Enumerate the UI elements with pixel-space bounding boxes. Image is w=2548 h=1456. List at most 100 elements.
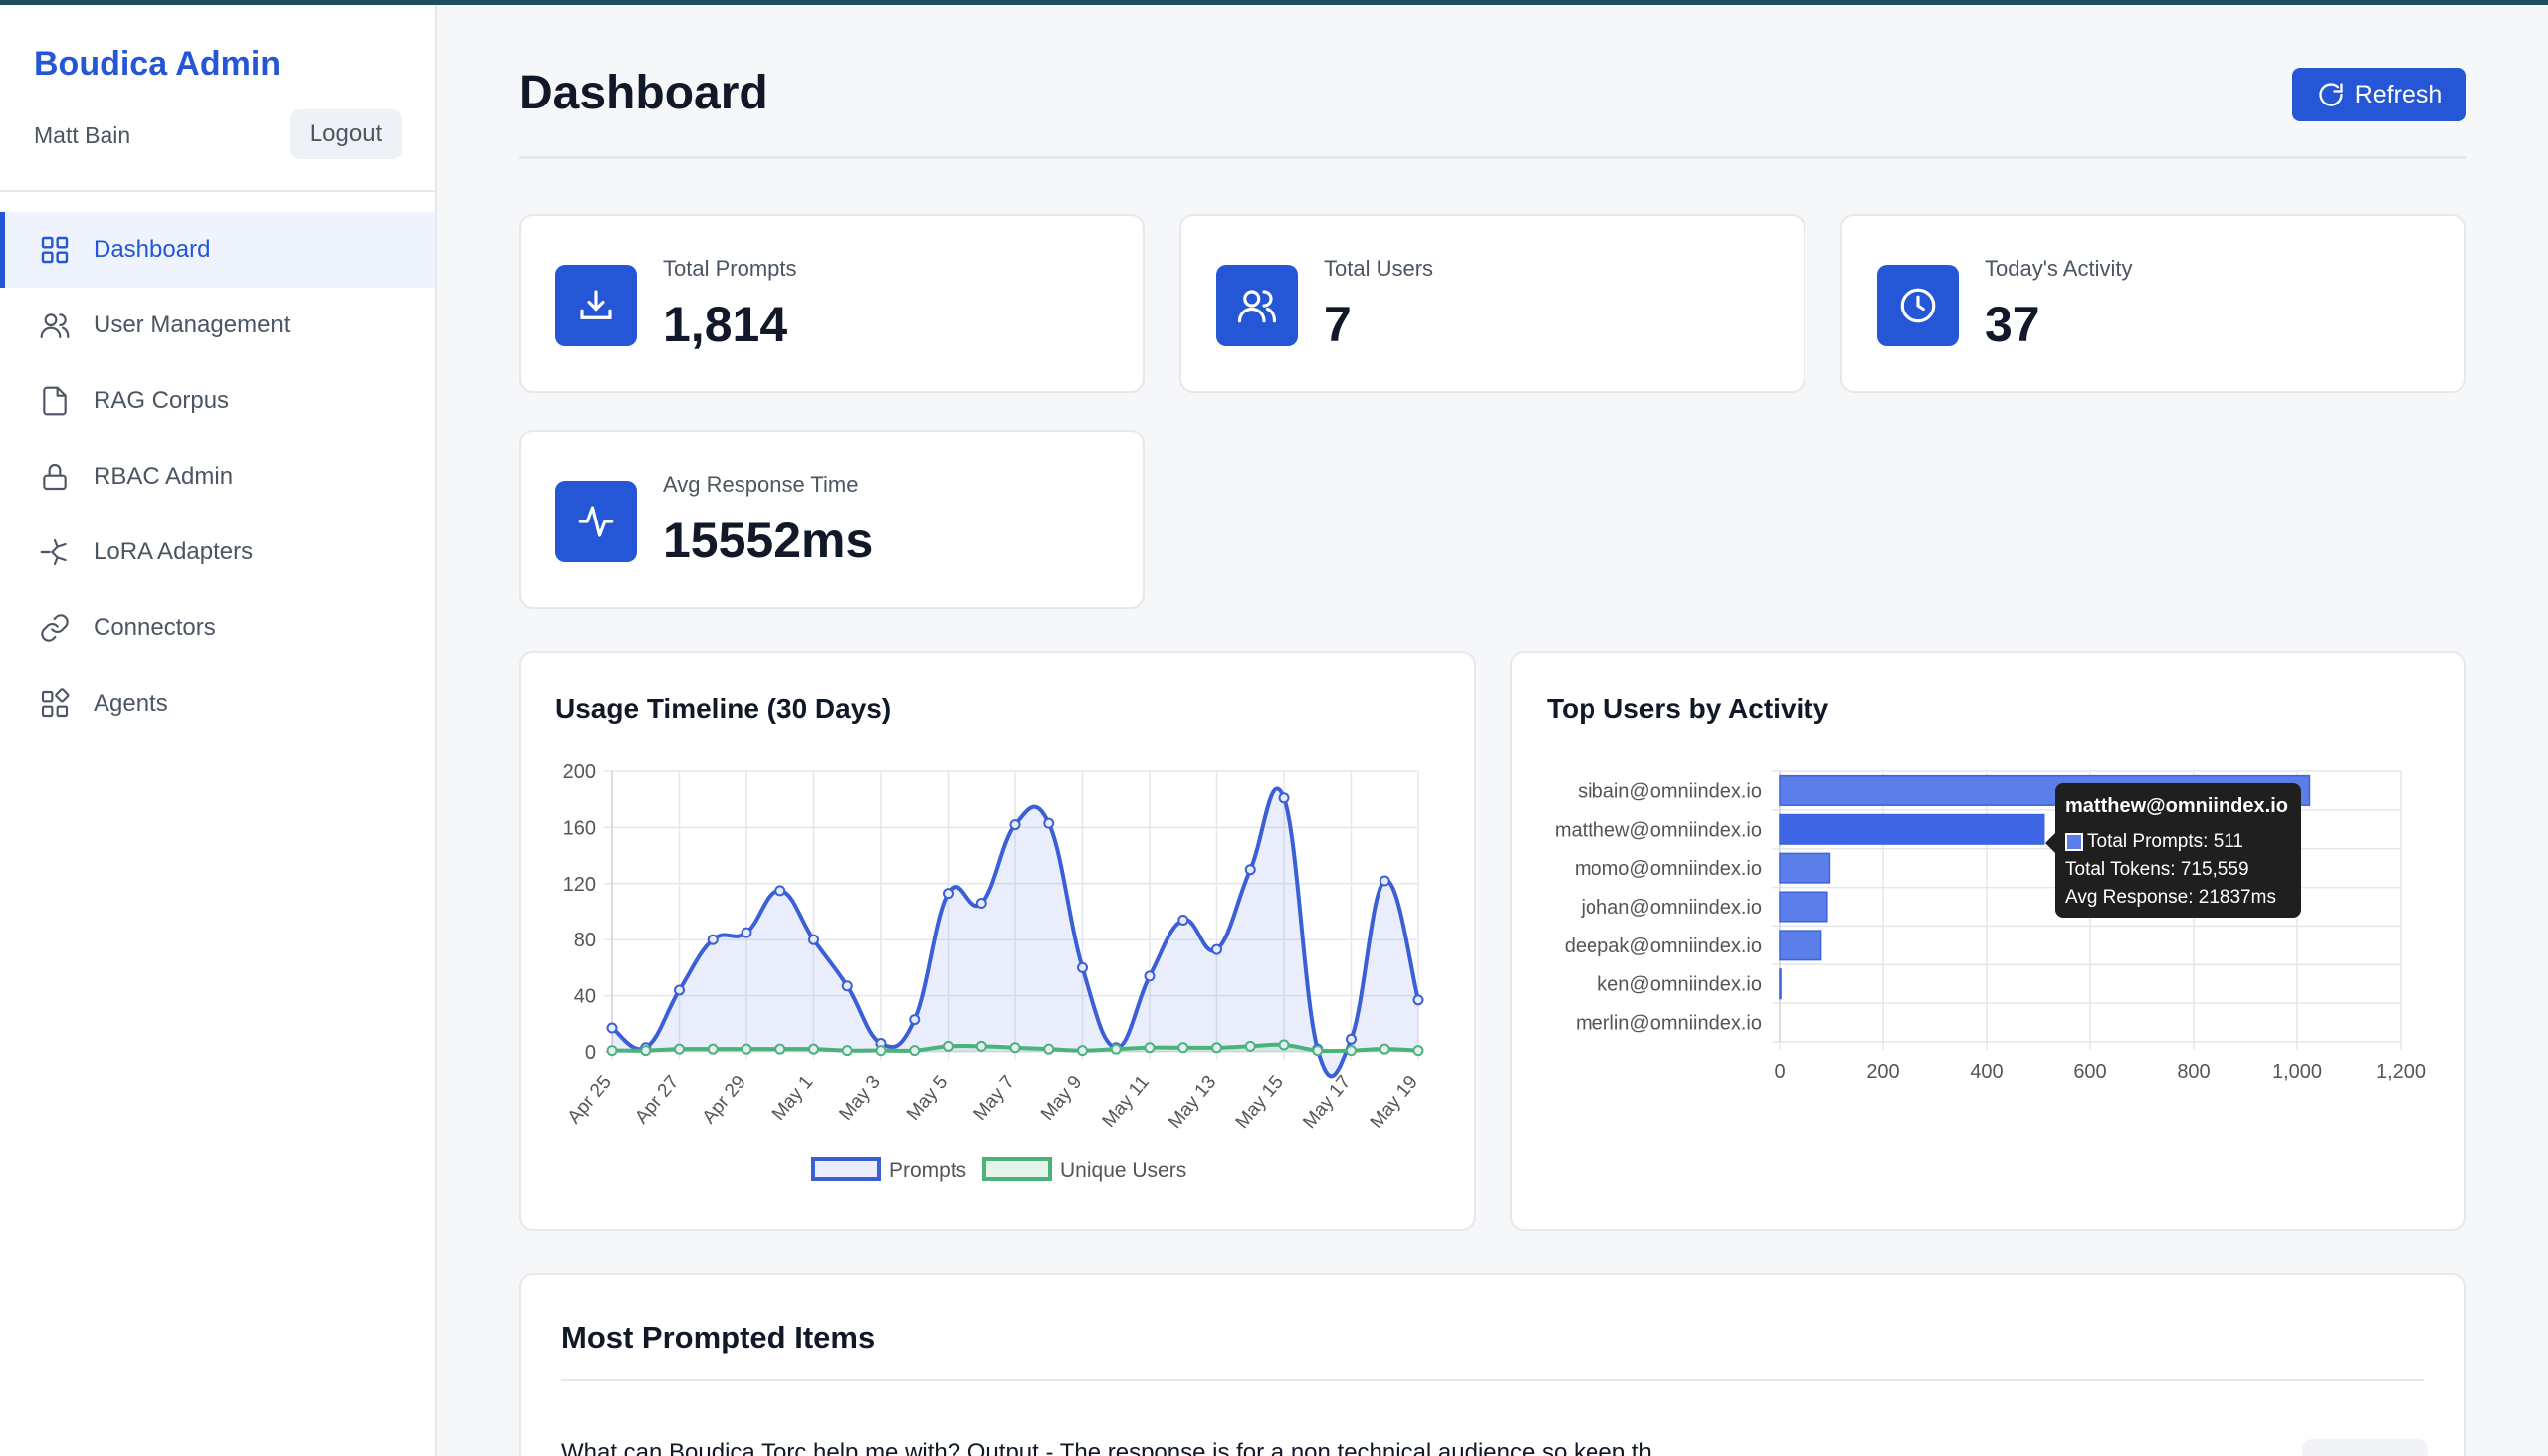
x-tick-label: Apr 29	[699, 1072, 750, 1128]
y-tick-label: 200	[563, 761, 596, 783]
x-tick-label: May 17	[1299, 1072, 1355, 1133]
users-icon	[38, 309, 72, 342]
x-tick-label: May 3	[835, 1072, 884, 1125]
data-point	[975, 1040, 987, 1052]
sidebar-item-rag-corpus[interactable]: RAG Corpus	[0, 363, 435, 439]
data-point	[975, 898, 987, 910]
refresh-button[interactable]: Refresh	[2292, 68, 2466, 121]
y-tick-label: deepak@omniindex.io	[1565, 936, 1762, 957]
data-point	[1043, 1043, 1055, 1055]
link-icon	[38, 611, 72, 645]
most-prompted-panel: Most Prompted Items What can Boudica Tor…	[519, 1273, 2466, 1456]
sidebar-item-dashboard[interactable]: Dashboard	[0, 212, 435, 288]
legend-swatch	[982, 1157, 1052, 1181]
usage-timeline-chart: 0 40 80 120 160 200 Apr 25 Apr 27 Apr 29 May 1 May…	[563, 761, 1424, 1182]
logout-button[interactable]: Logout	[290, 109, 402, 159]
series-line	[610, 786, 1420, 1079]
top-accent-bar	[0, 0, 2548, 5]
data-point	[1244, 1040, 1256, 1052]
legend-label: Prompts	[889, 1159, 966, 1182]
data-point	[640, 1045, 652, 1057]
x-tick-label: May 13	[1165, 1072, 1220, 1133]
x-tick-label: May 9	[1037, 1072, 1086, 1125]
stat-label: Today's Activity	[1985, 256, 2133, 281]
data-point	[1077, 961, 1088, 973]
stat-label: Avg Response Time	[663, 472, 859, 497]
sidebar-item-agents[interactable]: Agents	[0, 666, 435, 741]
stat-label: Total Prompts	[663, 256, 797, 281]
y-tick-label: sibain@omniindex.io	[1578, 780, 1762, 802]
x-tick-label: Apr 27	[631, 1072, 683, 1128]
stat-value: 15552ms	[663, 513, 874, 568]
x-tick-label: 800	[2177, 1061, 2210, 1083]
x-tick-label: May 19	[1367, 1072, 1422, 1133]
agents-grid-icon	[38, 687, 72, 721]
x-tick-label: May 1	[768, 1072, 817, 1125]
tooltip-title: matthew@omniindex.io	[2065, 795, 2288, 817]
sidebar-item-lora-adapters[interactable]: LoRA Adapters	[0, 515, 435, 590]
data-point	[1009, 1042, 1021, 1054]
tooltip-swatch	[2065, 833, 2083, 851]
data-point	[1177, 914, 1189, 926]
y-tick-label: momo@omniindex.io	[1575, 858, 1762, 880]
y-tick-label: 0	[585, 1042, 596, 1064]
x-tick-label: May 5	[903, 1072, 952, 1125]
activity-icon	[555, 481, 637, 562]
top-users-chart: 0 200 400 600 800 1,000 1,200 sibain@omniindex.…	[1555, 770, 2426, 1083]
sidebar-item-label: Dashboard	[94, 236, 211, 263]
panel-title: Usage Timeline (30 Days)	[555, 693, 892, 724]
sidebar-item-label: Agents	[94, 690, 168, 717]
tooltip-line: Total Prompts: 511	[2065, 828, 2291, 856]
sidebar-item-connectors[interactable]: Connectors	[0, 590, 435, 666]
data-point	[741, 1043, 752, 1055]
sidebar-item-user-management[interactable]: User Management	[0, 288, 435, 363]
legend-swatch	[811, 1157, 881, 1181]
data-point	[1412, 1045, 1424, 1057]
sidebar-item-label: RAG Corpus	[94, 387, 230, 414]
usage-timeline-panel: Usage Timeline (30 Days) 0 40 80 120 160 200 A…	[519, 651, 1476, 1231]
tooltip-prompts: Total Prompts: 511	[2087, 831, 2244, 852]
data-point	[909, 1014, 921, 1026]
bar	[1779, 930, 1822, 961]
x-tick-label: May 7	[969, 1072, 1018, 1125]
data-point	[1110, 1043, 1122, 1055]
data-point	[1211, 1042, 1222, 1054]
stat-value: 7	[1324, 297, 1352, 352]
data-point	[841, 980, 853, 992]
tooltip-avg-response: Avg Response: 21837ms	[2065, 887, 2276, 908]
stat-card-todays-activity: Today's Activity 37	[1840, 214, 2466, 393]
y-tick-label: matthew@omniindex.io	[1555, 819, 1762, 841]
data-point	[774, 885, 786, 897]
header-divider	[519, 156, 2466, 159]
data-point	[1077, 1045, 1088, 1057]
chart-legend: Prompts Unique Users	[811, 1157, 1186, 1182]
chart-tooltip: matthew@omniindex.io Total Prompts: 511 …	[2045, 783, 2301, 918]
download-icon	[555, 265, 637, 346]
y-tick-label: 40	[574, 986, 596, 1008]
x-tick-label: May 11	[1099, 1072, 1154, 1132]
sidebar-nav: Dashboard User Management RAG Corpus RBA…	[0, 212, 435, 741]
refresh-label: Refresh	[2354, 80, 2442, 108]
bar	[1779, 891, 1828, 923]
x-tick-label: 0	[1774, 1061, 1785, 1083]
data-point	[1346, 1033, 1357, 1045]
x-tick-label: 1,200	[2376, 1061, 2426, 1083]
sidebar-divider	[0, 190, 435, 192]
sidebar: Boudica Admin Matt Bain Logout Dashboard…	[0, 5, 437, 1456]
data-point	[1346, 1045, 1357, 1057]
data-point	[1278, 792, 1290, 804]
data-point	[808, 934, 819, 945]
x-tick-label: 200	[1866, 1061, 1899, 1083]
top-users-panel: Top Users by Activity 0 200 400 600 800 1,000…	[1510, 651, 2466, 1231]
data-point	[943, 1040, 954, 1052]
stat-value: 1,814	[663, 297, 788, 352]
sidebar-item-label: User Management	[94, 312, 291, 338]
prompted-item-badge	[2302, 1439, 2428, 1456]
sidebar-item-rbac-admin[interactable]: RBAC Admin	[0, 439, 435, 515]
data-point	[1278, 1039, 1290, 1051]
current-user-name: Matt Bain	[34, 122, 131, 148]
data-point	[1177, 1042, 1189, 1054]
x-tick-label: May 15	[1232, 1072, 1288, 1133]
data-point	[707, 1043, 719, 1055]
page-title: Dashboard	[519, 67, 768, 119]
